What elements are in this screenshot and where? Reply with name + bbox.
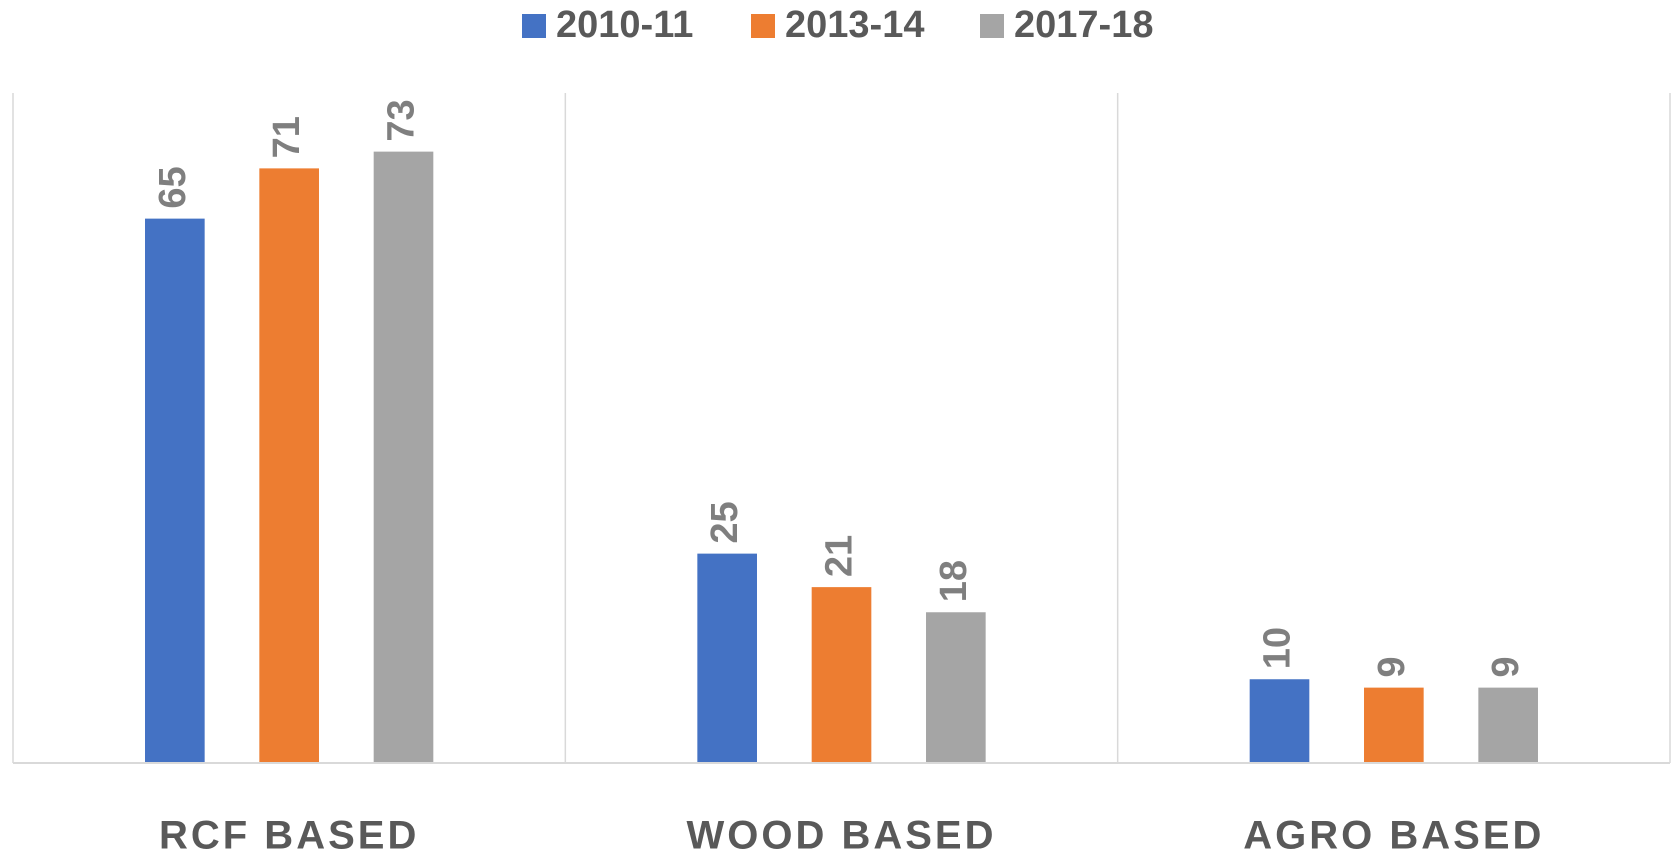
legend-swatch (751, 14, 775, 38)
bar (1364, 687, 1424, 763)
data-label: 9 (1371, 656, 1413, 677)
data-label: 10 (1257, 627, 1299, 669)
legend-label: 2010-11 (556, 4, 693, 46)
bar (697, 553, 757, 763)
bar (1249, 679, 1310, 763)
data-label: 25 (704, 501, 746, 543)
data-label: 21 (819, 535, 861, 577)
x-tick-label: WOOD BASED (687, 814, 997, 858)
bar (259, 168, 319, 763)
data-label: 73 (381, 99, 423, 141)
bar (373, 151, 434, 763)
bar (145, 218, 205, 763)
data-label: 18 (933, 560, 975, 602)
x-tick-label: RCF BASED (159, 814, 419, 858)
legend-label: 2013-14 (785, 4, 924, 46)
x-tick-label: AGRO BASED (1243, 814, 1544, 858)
bar (811, 587, 872, 763)
data-label: 65 (152, 166, 194, 208)
legend-label: 2017-18 (1014, 4, 1153, 46)
legend-swatch (522, 14, 546, 38)
bar (926, 612, 986, 763)
bar (1478, 687, 1538, 763)
data-label: 9 (1485, 656, 1527, 677)
legend-swatch (980, 14, 1004, 38)
data-label: 71 (266, 116, 308, 158)
